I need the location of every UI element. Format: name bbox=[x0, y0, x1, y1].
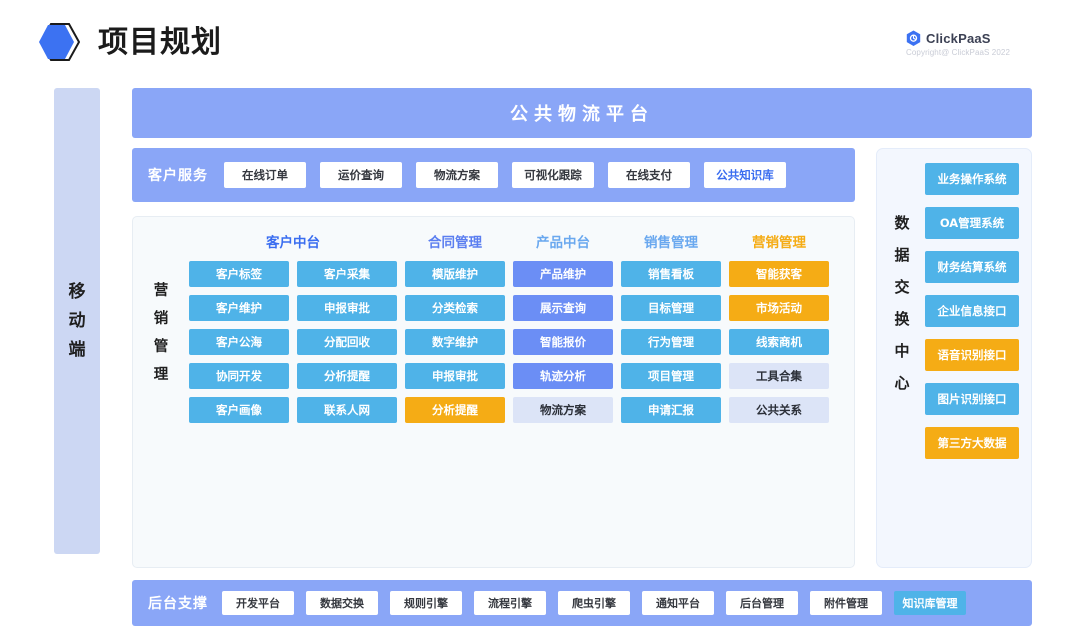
module-tile[interactable]: 智能报价 bbox=[513, 329, 613, 355]
module-tile[interactable]: 客户维护 bbox=[189, 295, 289, 321]
module-tile[interactable]: 客户公海 bbox=[189, 329, 289, 355]
customer-service-label: 客户服务 bbox=[148, 168, 208, 184]
backend-support-chip[interactable]: 通知平台 bbox=[642, 591, 714, 615]
module-tile[interactable]: 申请汇报 bbox=[621, 397, 721, 423]
module-tile[interactable]: 申报审批 bbox=[405, 363, 505, 389]
column-headers: 客户中台 合同管理 产品中台 销售管理 营销管理 bbox=[189, 231, 841, 255]
customer-service-chip[interactable]: 运价查询 bbox=[320, 162, 402, 188]
module-tile[interactable]: 协同开发 bbox=[189, 363, 289, 389]
mobile-client-rail: 移动端 bbox=[54, 88, 100, 554]
customer-service-chip[interactable]: 在线订单 bbox=[224, 162, 306, 188]
backend-support-chip[interactable]: 知识库管理 bbox=[894, 591, 966, 615]
module-tile[interactable]: 工具合集 bbox=[729, 363, 829, 389]
module-tile[interactable]: 客户画像 bbox=[189, 397, 289, 423]
marketing-management-card: 营销管理 客户中台 合同管理 产品中台 销售管理 营销管理 客户标签 客户采集 模版维护 产品… bbox=[132, 216, 855, 568]
module-grid: 客户标签 客户采集 模版维护 产品维护 销售看板 智能获客 客户维护 申报审批 分类检索 展示查询… bbox=[189, 261, 841, 423]
brand-block: ClickPaaS Copyright@ ClickPaaS 2022 bbox=[906, 30, 1036, 57]
data-exchange-tile[interactable]: 第三方大数据 bbox=[925, 427, 1019, 459]
data-exchange-items: 业务操作系统 OA管理系统 财务结算系统 企业信息接口 语音识别接口 图片识别接口 第三方大… bbox=[925, 163, 1019, 459]
data-exchange-tile[interactable]: 业务操作系统 bbox=[925, 163, 1019, 195]
module-tile[interactable]: 分配回收 bbox=[297, 329, 397, 355]
module-tile[interactable]: 申报审批 bbox=[297, 295, 397, 321]
module-tile[interactable]: 产品维护 bbox=[513, 261, 613, 287]
architecture-diagram: 移动端 公共物流平台 客户服务 在线订单 运价查询 物流方案 可视化跟踪 在线支付 公共知… bbox=[54, 88, 1032, 626]
backend-support-label: 后台支撑 bbox=[148, 596, 208, 612]
module-tile[interactable]: 客户采集 bbox=[297, 261, 397, 287]
module-grid-row: 客户标签 客户采集 模版维护 产品维护 销售看板 智能获客 bbox=[189, 261, 841, 287]
module-tile[interactable]: 模版维护 bbox=[405, 261, 505, 287]
column-header: 产品中台 bbox=[536, 235, 590, 251]
module-tile[interactable]: 分析提醒 bbox=[405, 397, 505, 423]
module-tile[interactable]: 分析提醒 bbox=[297, 363, 397, 389]
data-exchange-tile[interactable]: 企业信息接口 bbox=[925, 295, 1019, 327]
data-exchange-tile[interactable]: OA管理系统 bbox=[925, 207, 1019, 239]
page-header: 项目规划 ClickPaaS Copyright@ ClickPaaS 2022 bbox=[0, 0, 1080, 78]
module-tile[interactable]: 分类检索 bbox=[405, 295, 505, 321]
platform-title: 公共物流平台 bbox=[510, 104, 654, 125]
backend-support-chip[interactable]: 附件管理 bbox=[810, 591, 882, 615]
module-tile[interactable]: 展示查询 bbox=[513, 295, 613, 321]
module-tile[interactable]: 客户标签 bbox=[189, 261, 289, 287]
backend-support-chip[interactable]: 流程引擎 bbox=[474, 591, 546, 615]
brand-name: ClickPaaS bbox=[926, 31, 991, 46]
marketing-management-label: 营销管理 bbox=[153, 283, 169, 383]
backend-support-chip[interactable]: 爬虫引擎 bbox=[558, 591, 630, 615]
backend-support-chip[interactable]: 开发平台 bbox=[222, 591, 294, 615]
data-exchange-panel: 数据交换中心 业务操作系统 OA管理系统 财务结算系统 企业信息接口 语音识别接口 图片识… bbox=[876, 148, 1032, 568]
customer-service-items: 在线订单 运价查询 物流方案 可视化跟踪 在线支付 公共知识库 bbox=[224, 162, 786, 188]
module-grid-row: 协同开发 分析提醒 申报审批 轨迹分析 项目管理 工具合集 bbox=[189, 363, 841, 389]
backend-support-chip[interactable]: 后台管理 bbox=[726, 591, 798, 615]
module-tile[interactable]: 联系人网 bbox=[297, 397, 397, 423]
backend-support-bar: 后台支撑 开发平台 数据交换 规则引擎 流程引擎 爬虫引擎 通知平台 后台管理 附件管理 知识库… bbox=[132, 580, 1032, 626]
backend-support-items: 开发平台 数据交换 规则引擎 流程引擎 爬虫引擎 通知平台 后台管理 附件管理 知识库管理 bbox=[222, 591, 966, 615]
customer-service-strip: 客户服务 在线订单 运价查询 物流方案 可视化跟踪 在线支付 公共知识库 bbox=[132, 148, 855, 202]
customer-service-chip[interactable]: 可视化跟踪 bbox=[512, 162, 594, 188]
module-tile[interactable]: 销售看板 bbox=[621, 261, 721, 287]
module-grid-row: 客户维护 申报审批 分类检索 展示查询 目标管理 市场活动 bbox=[189, 295, 841, 321]
module-grid-row: 客户画像 联系人网 分析提醒 物流方案 申请汇报 公共关系 bbox=[189, 397, 841, 423]
customer-service-chip[interactable]: 公共知识库 bbox=[704, 162, 786, 188]
module-tile[interactable]: 项目管理 bbox=[621, 363, 721, 389]
data-exchange-tile[interactable]: 图片识别接口 bbox=[925, 383, 1019, 415]
column-header: 营销管理 bbox=[752, 235, 806, 251]
data-exchange-tile[interactable]: 财务结算系统 bbox=[925, 251, 1019, 283]
module-tile[interactable]: 轨迹分析 bbox=[513, 363, 613, 389]
module-tile[interactable]: 市场活动 bbox=[729, 295, 829, 321]
clickpaas-hex-icon bbox=[906, 30, 921, 46]
platform-stack: 公共物流平台 客户服务 在线订单 运价查询 物流方案 可视化跟踪 在线支付 公共知识库 营… bbox=[132, 88, 1032, 626]
column-header: 合同管理 bbox=[428, 235, 482, 251]
data-exchange-tile[interactable]: 语音识别接口 bbox=[925, 339, 1019, 371]
module-tile[interactable]: 物流方案 bbox=[513, 397, 613, 423]
module-tile[interactable]: 目标管理 bbox=[621, 295, 721, 321]
data-exchange-label: 数据交换中心 bbox=[894, 214, 910, 392]
hexagon-logo-icon bbox=[39, 23, 80, 61]
page-title: 项目规划 bbox=[98, 25, 222, 60]
column-header: 销售管理 bbox=[644, 235, 698, 251]
module-grid-row: 客户公海 分配回收 数字维护 智能报价 行为管理 线索商机 bbox=[189, 329, 841, 355]
backend-support-chip[interactable]: 规则引擎 bbox=[390, 591, 462, 615]
platform-banner: 公共物流平台 bbox=[132, 88, 1032, 138]
module-tile[interactable]: 数字维护 bbox=[405, 329, 505, 355]
customer-service-chip[interactable]: 物流方案 bbox=[416, 162, 498, 188]
module-tile[interactable]: 智能获客 bbox=[729, 261, 829, 287]
column-header: 客户中台 bbox=[266, 235, 320, 251]
module-tile[interactable]: 公共关系 bbox=[729, 397, 829, 423]
mobile-client-label: 移动端 bbox=[68, 281, 86, 360]
backend-support-chip[interactable]: 数据交换 bbox=[306, 591, 378, 615]
copyright-text: Copyright@ ClickPaaS 2022 bbox=[906, 48, 1011, 57]
module-tile[interactable]: 行为管理 bbox=[621, 329, 721, 355]
module-tile[interactable]: 线索商机 bbox=[729, 329, 829, 355]
customer-service-chip[interactable]: 在线支付 bbox=[608, 162, 690, 188]
